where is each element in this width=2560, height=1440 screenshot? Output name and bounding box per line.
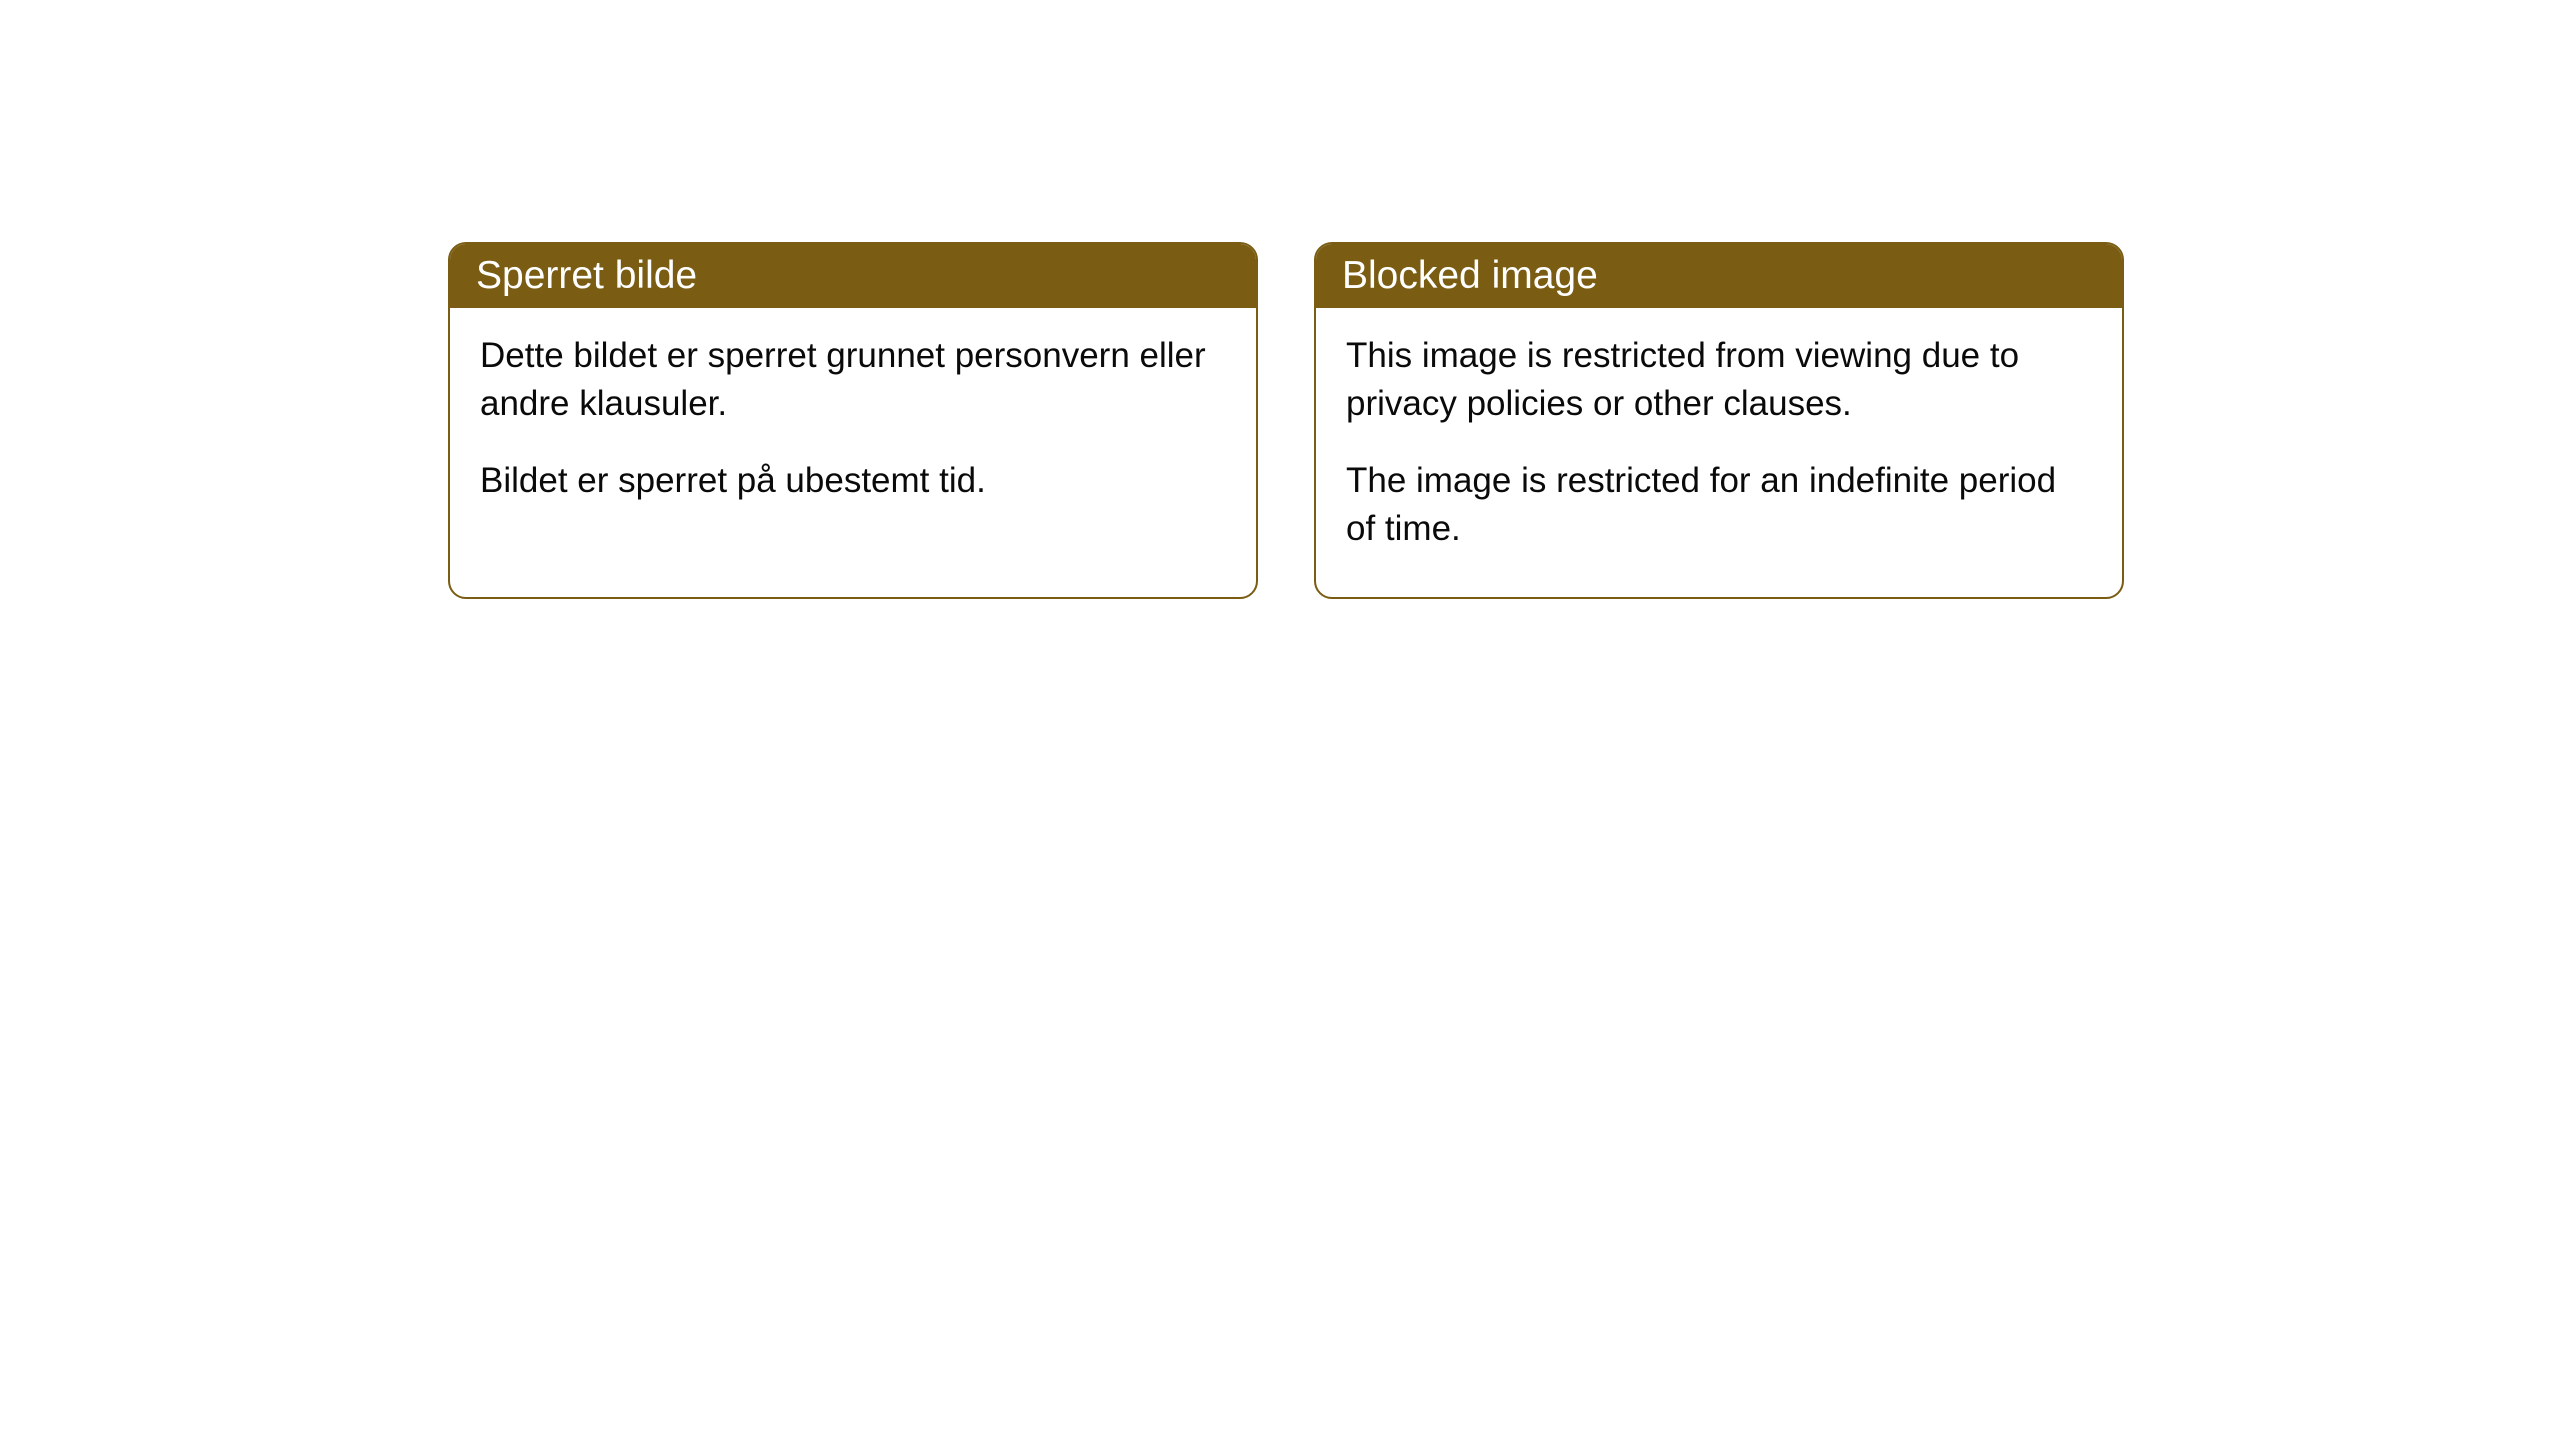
card-body: Dette bildet er sperret grunnet personve…	[450, 308, 1256, 549]
notice-container: Sperret bilde Dette bildet er sperret gr…	[0, 0, 2560, 599]
card-title: Blocked image	[1342, 254, 1598, 297]
card-body: This image is restricted from viewing du…	[1316, 308, 2122, 597]
card-header: Sperret bilde	[450, 244, 1256, 308]
card-paragraph: Dette bildet er sperret grunnet personve…	[480, 332, 1226, 429]
card-title: Sperret bilde	[476, 254, 697, 297]
card-paragraph: This image is restricted from viewing du…	[1346, 332, 2092, 429]
card-header: Blocked image	[1316, 244, 2122, 308]
card-paragraph: Bildet er sperret på ubestemt tid.	[480, 457, 1226, 505]
card-paragraph: The image is restricted for an indefinit…	[1346, 457, 2092, 554]
notice-card-english: Blocked image This image is restricted f…	[1314, 242, 2124, 599]
notice-card-norwegian: Sperret bilde Dette bildet er sperret gr…	[448, 242, 1258, 599]
